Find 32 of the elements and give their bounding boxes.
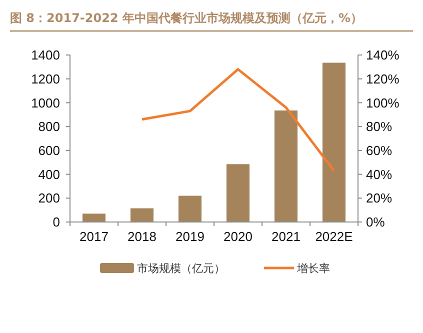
x-tick-label: 2019 — [176, 229, 204, 244]
y2-tick-label: 40% — [366, 166, 392, 182]
x-tick-label: 2017 — [80, 229, 108, 244]
line-series — [140, 68, 336, 172]
bar — [178, 196, 202, 222]
legend-label: 增长率 — [296, 262, 330, 275]
y2-tick-label: 60% — [366, 142, 392, 158]
y-tick-label: 400 — [38, 166, 60, 182]
x-tick-label: 2018 — [128, 229, 156, 244]
y2-tick-label: 80% — [366, 119, 392, 134]
bar — [322, 62, 346, 222]
bar — [130, 208, 154, 222]
bar — [82, 214, 106, 222]
y-tick-label: 600 — [38, 142, 60, 158]
legend-label: 市场规模（亿元） — [137, 262, 225, 275]
y-tick-label: 1000 — [31, 95, 60, 110]
bar — [226, 164, 250, 222]
y2-tick-label: 120% — [366, 71, 400, 86]
bar — [274, 110, 298, 222]
y2-tick-label: 20% — [366, 190, 392, 206]
y-tick-label: 200 — [38, 190, 60, 206]
y2-tick-label: 100% — [366, 95, 400, 110]
x-tick-label: 2021 — [272, 229, 300, 244]
y2-tick-label: 140% — [366, 48, 400, 63]
x-tick-label: 2020 — [224, 229, 252, 244]
y-tick-label: 1400 — [31, 48, 60, 63]
chart-title: 图 8：2017-2022 年中国代餐行业市场规模及预测（亿元，%） — [10, 11, 363, 25]
x-tick-label: 2022E — [315, 229, 354, 244]
y-tick-label: 1200 — [31, 71, 60, 86]
y-tick-label: 800 — [38, 119, 60, 134]
y2-tick-label: 0% — [366, 214, 386, 230]
y-tick-label: 0 — [52, 214, 60, 230]
